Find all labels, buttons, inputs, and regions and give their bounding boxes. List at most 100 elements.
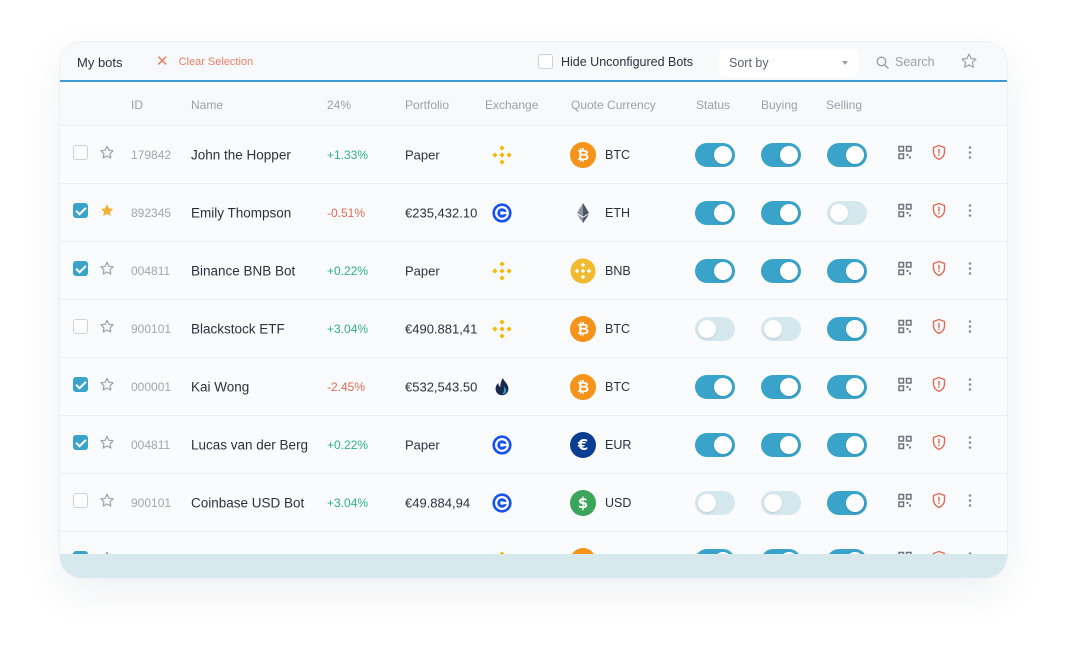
qr-grid-icon[interactable] bbox=[898, 203, 912, 222]
row-checkbox[interactable] bbox=[73, 376, 88, 397]
qr-grid-icon[interactable] bbox=[898, 319, 912, 338]
clear-selection-button[interactable]: ✕ Clear Selection bbox=[156, 54, 253, 69]
col-status[interactable]: Status bbox=[696, 98, 731, 112]
buying-toggle[interactable] bbox=[761, 200, 801, 225]
qr-grid-icon[interactable] bbox=[898, 377, 912, 396]
buying-toggle[interactable] bbox=[761, 490, 801, 515]
toggle-knob bbox=[780, 203, 798, 222]
more-vertical-icon[interactable] bbox=[968, 145, 972, 164]
star-icon[interactable] bbox=[99, 260, 115, 281]
table-row[interactable]: 004811 Lucas van der Berg +0.22% Paper €… bbox=[60, 416, 1007, 474]
page-title: My bots bbox=[77, 55, 123, 70]
binance-icon bbox=[491, 144, 513, 166]
bot-name[interactable]: Emily Thompson bbox=[191, 205, 292, 220]
col-quote-currency[interactable]: Quote Currency bbox=[571, 98, 656, 112]
shield-icon[interactable] bbox=[932, 492, 946, 513]
status-toggle[interactable] bbox=[695, 142, 735, 167]
bot-name[interactable]: Binance BNB Bot bbox=[191, 263, 296, 278]
selling-toggle[interactable] bbox=[827, 432, 867, 457]
status-toggle[interactable] bbox=[695, 374, 735, 399]
bot-name[interactable]: Kai Wong bbox=[191, 379, 250, 394]
more-vertical-icon[interactable] bbox=[968, 319, 972, 338]
selling-toggle[interactable] bbox=[827, 142, 867, 167]
shield-icon[interactable] bbox=[932, 318, 946, 339]
more-vertical-icon[interactable] bbox=[968, 203, 972, 222]
status-toggle[interactable] bbox=[695, 490, 735, 515]
qr-grid-icon[interactable] bbox=[898, 493, 912, 512]
table-row[interactable]: 892345 Emily Thompson -0.51% €235,432.10… bbox=[60, 184, 1007, 242]
row-checkbox[interactable] bbox=[73, 260, 88, 281]
col-exchange[interactable]: Exchange bbox=[485, 98, 539, 112]
buying-toggle[interactable] bbox=[761, 142, 801, 167]
bots-card: My bots ✕ Clear Selection Hide Unconfigu… bbox=[60, 42, 1007, 578]
row-checkbox[interactable] bbox=[73, 318, 88, 339]
table-row[interactable]: 179842 John the Hopper +1.33% Paper ₿ BT… bbox=[60, 126, 1007, 184]
row-checkbox[interactable] bbox=[73, 144, 88, 165]
quote-currency: EUR bbox=[605, 437, 632, 452]
selling-toggle[interactable] bbox=[827, 490, 867, 515]
hide-unconfigured-label: Hide Unconfigured Bots bbox=[561, 54, 694, 69]
table-row[interactable]: 000001 Kai Wong -2.45% €532,543.50 ₿ BTC bbox=[60, 358, 1007, 416]
star-icon[interactable] bbox=[99, 434, 115, 455]
bot-name[interactable]: Coinbase USD Bot bbox=[191, 495, 305, 510]
buying-toggle[interactable] bbox=[761, 258, 801, 283]
sort-by-dropdown[interactable]: Sort by bbox=[719, 49, 858, 77]
shield-icon[interactable] bbox=[932, 202, 946, 223]
bot-change-pct: +0.22% bbox=[327, 437, 369, 452]
selling-toggle[interactable] bbox=[827, 258, 867, 283]
selling-toggle[interactable] bbox=[827, 316, 867, 341]
col-pct[interactable]: 24% bbox=[327, 98, 352, 112]
row-checkbox[interactable] bbox=[73, 202, 88, 223]
more-vertical-icon[interactable] bbox=[968, 435, 972, 454]
toggle-knob bbox=[714, 377, 732, 396]
col-name[interactable]: Name bbox=[191, 98, 224, 112]
more-vertical-icon[interactable] bbox=[968, 377, 972, 396]
col-portfolio[interactable]: Portfolio bbox=[405, 98, 450, 112]
table-row[interactable]: 004811 Binance BNB Bot +0.22% Paper BNB bbox=[60, 242, 1007, 300]
bot-name[interactable]: Lucas van der Berg bbox=[191, 437, 309, 452]
coinbase-icon bbox=[491, 434, 513, 456]
shield-icon[interactable] bbox=[932, 144, 946, 165]
selling-toggle[interactable] bbox=[827, 200, 867, 225]
status-toggle[interactable] bbox=[695, 432, 735, 457]
table-row[interactable]: 900101 Blackstock ETF +3.04% €490.881,41… bbox=[60, 300, 1007, 358]
shield-icon[interactable] bbox=[932, 434, 946, 455]
table-row[interactable]: 900101 Coinbase USD Bot +3.04% €49.884,9… bbox=[60, 474, 1007, 532]
bot-change-pct: +3.04% bbox=[327, 321, 369, 336]
bot-name[interactable]: Blackstock ETF bbox=[191, 321, 285, 336]
buying-toggle[interactable] bbox=[761, 432, 801, 457]
qr-grid-icon[interactable] bbox=[898, 145, 912, 164]
star-icon[interactable] bbox=[99, 376, 115, 397]
qr-grid-icon[interactable] bbox=[898, 261, 912, 280]
buying-toggle[interactable] bbox=[761, 374, 801, 399]
sort-by-label: Sort by bbox=[729, 56, 769, 70]
toggle-knob bbox=[780, 377, 798, 396]
star-icon[interactable] bbox=[99, 318, 115, 339]
star-filled-icon[interactable] bbox=[99, 202, 115, 223]
hide-unconfigured-checkbox[interactable] bbox=[538, 54, 553, 69]
search-input[interactable]: Search bbox=[876, 55, 935, 69]
shield-icon[interactable] bbox=[932, 260, 946, 281]
row-checkbox[interactable] bbox=[73, 492, 88, 513]
quote-currency: BTC bbox=[605, 321, 630, 336]
selling-toggle[interactable] bbox=[827, 374, 867, 399]
col-selling[interactable]: Selling bbox=[826, 98, 863, 112]
col-buying[interactable]: Buying bbox=[761, 98, 798, 112]
star-icon[interactable] bbox=[99, 492, 115, 513]
favorites-star-icon[interactable] bbox=[960, 52, 978, 75]
more-vertical-icon[interactable] bbox=[968, 261, 972, 280]
status-toggle[interactable] bbox=[695, 316, 735, 341]
buying-toggle[interactable] bbox=[761, 316, 801, 341]
status-toggle[interactable] bbox=[695, 200, 735, 225]
qr-grid-icon[interactable] bbox=[898, 435, 912, 454]
row-checkbox[interactable] bbox=[73, 434, 88, 455]
btc-icon: ₿ bbox=[570, 315, 596, 342]
star-icon[interactable] bbox=[99, 144, 115, 165]
table-header: ID Name 24% Portfolio Exchange Quote Cur… bbox=[60, 84, 1007, 126]
bot-name[interactable]: John the Hopper bbox=[191, 147, 291, 162]
status-toggle[interactable] bbox=[695, 258, 735, 283]
shield-icon[interactable] bbox=[932, 376, 946, 397]
more-vertical-icon[interactable] bbox=[968, 493, 972, 512]
col-id[interactable]: ID bbox=[131, 98, 143, 112]
hide-unconfigured-toggle[interactable]: Hide Unconfigured Bots bbox=[538, 54, 693, 69]
